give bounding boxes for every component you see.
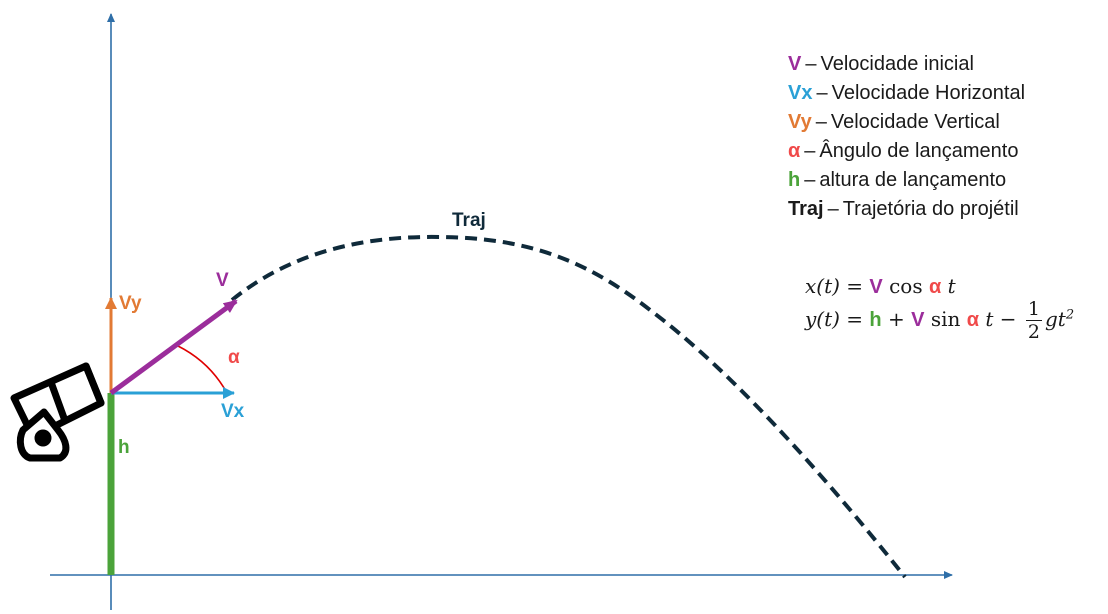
label-traj: Traj bbox=[452, 210, 486, 231]
eq-y-exp: 2 bbox=[1065, 307, 1075, 323]
legend-row-h: h – altura de lançamento bbox=[788, 166, 1025, 195]
legend-text: Trajetória do projétil bbox=[842, 198, 1019, 220]
legend-text: Ângulo de lançamento bbox=[819, 140, 1019, 162]
legend-symbol: α bbox=[788, 140, 801, 162]
legend-separator: – bbox=[804, 169, 816, 191]
legend-symbol: h bbox=[788, 169, 801, 191]
label-alpha: α bbox=[228, 347, 240, 368]
angle-arc bbox=[177, 345, 228, 394]
label-V: V bbox=[216, 270, 229, 291]
legend-symbol: Vx bbox=[788, 82, 813, 104]
legend-separator: – bbox=[805, 53, 817, 75]
eq-x-t: t bbox=[941, 274, 956, 298]
legend-text: Velocidade Vertical bbox=[830, 111, 1000, 133]
equation-y: y(t) = h + V sin α t − 1 2 gt2 bbox=[805, 298, 1074, 343]
legend-text: Velocidade inicial bbox=[820, 53, 974, 75]
legend-row-alpha: α – Ângulo de lançamento bbox=[788, 137, 1025, 166]
v-arrow bbox=[109, 298, 238, 396]
legend-text: Velocidade Horizontal bbox=[831, 82, 1026, 104]
legend-row-Vx: Vx – Velocidade Horizontal bbox=[788, 79, 1025, 108]
eq-x-cos: cos bbox=[882, 274, 929, 298]
eq-y-plus: + bbox=[881, 307, 912, 331]
eq-x-V: V bbox=[869, 276, 883, 298]
eq-x-lhs: x(t) = bbox=[805, 274, 870, 298]
legend-row-V: V – Velocidade inicial bbox=[788, 50, 1025, 79]
legend-text: altura de lançamento bbox=[819, 169, 1007, 191]
legend-symbol: Vy bbox=[788, 111, 812, 133]
eq-y-alpha: α bbox=[966, 309, 980, 331]
legend-row-traj: Traj – Trajetória do projétil bbox=[788, 195, 1025, 224]
legend: V – Velocidade inicial Vx – Velocidade Horiz… bbox=[788, 50, 1025, 224]
legend-row-Vy: Vy – Velocidade Vertical bbox=[788, 108, 1025, 137]
eq-y-sin: sin bbox=[924, 307, 967, 331]
eq-y-h: h bbox=[869, 309, 882, 331]
equation-x: x(t) = V cos α t bbox=[805, 274, 956, 299]
eq-y-t: t − bbox=[979, 307, 1023, 331]
legend-separator: – bbox=[804, 140, 816, 162]
cannon-icon bbox=[10, 362, 105, 462]
legend-separator: – bbox=[815, 111, 827, 133]
legend-symbol: V bbox=[788, 53, 802, 75]
label-Vx: Vx bbox=[221, 401, 245, 422]
legend-separator: – bbox=[816, 82, 828, 104]
legend-separator: – bbox=[827, 198, 839, 220]
eq-y-gt: gt bbox=[1045, 307, 1066, 331]
eq-frac-den: 2 bbox=[1027, 321, 1040, 343]
eq-y-V: V bbox=[911, 309, 925, 331]
eq-y-lhs: y(t) = bbox=[805, 307, 870, 331]
label-Vy: Vy bbox=[119, 293, 142, 314]
eq-x-alpha: α bbox=[928, 276, 942, 298]
legend-symbol: Traj bbox=[788, 198, 824, 220]
label-h: h bbox=[118, 437, 130, 458]
eq-frac-num: 1 bbox=[1025, 298, 1042, 321]
